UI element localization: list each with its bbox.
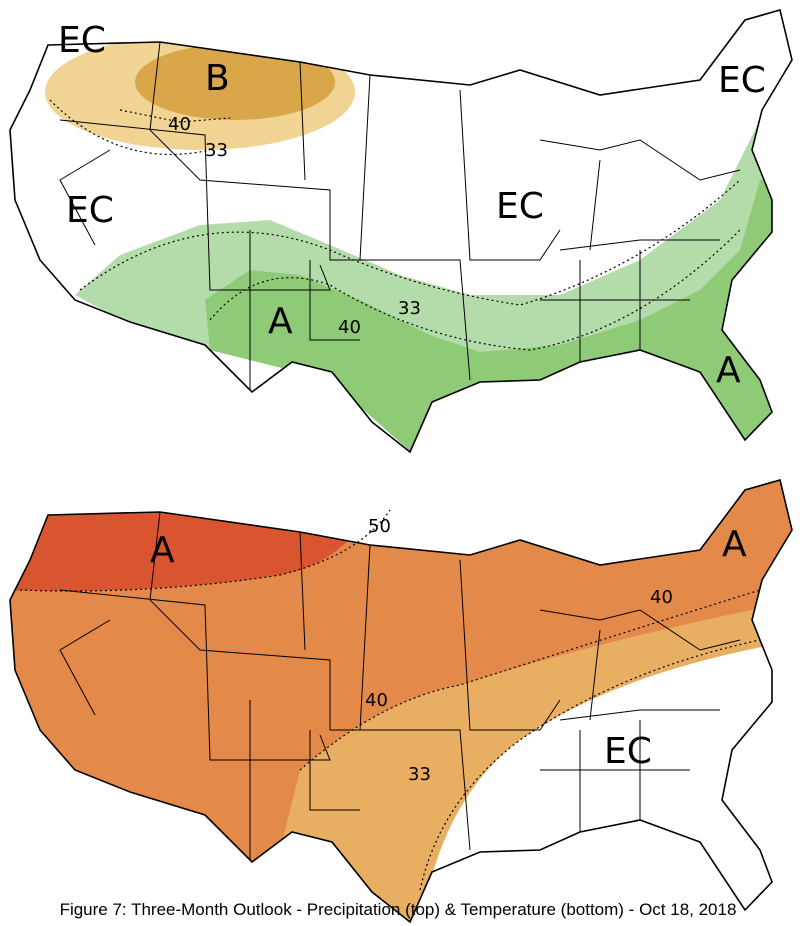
map-label: A [150,530,175,571]
contour-label: 40 [338,317,361,338]
map-label: EC [66,190,114,231]
map-label: EC [58,20,106,61]
contour-label: 33 [205,140,228,161]
contour-label: 50 [368,516,391,537]
map-label: B [205,58,230,99]
contour-label: 33 [408,764,431,785]
caption: Figure 7: Three-Month Outlook - Precipit… [60,900,737,919]
map-label: EC [718,60,766,101]
temperature-map: A 50 A 40 40 33 EC [9,479,793,923]
contour-label: 40 [168,114,191,135]
map-label: EC [496,186,544,227]
map-label: EC [604,731,652,772]
map-label: A [268,301,293,342]
contour-label: 40 [365,690,388,711]
contour-label: 40 [650,587,673,608]
map-label: A [716,350,741,391]
map-label: A [722,524,747,565]
precipitation-map: EC B 40 33 EC EC EC A 33 40 A [9,9,793,453]
contour-label: 33 [398,298,421,319]
